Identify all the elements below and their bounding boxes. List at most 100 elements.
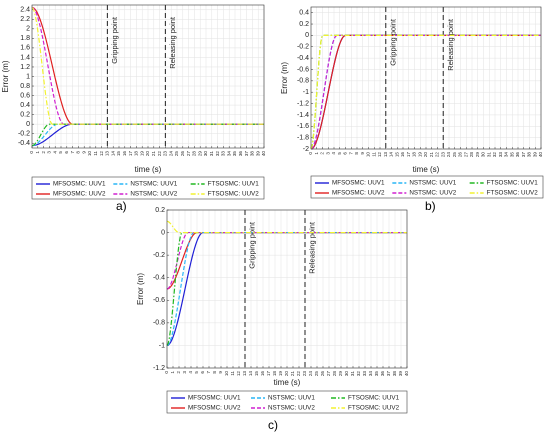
x-tick-label: 8 bbox=[76, 151, 81, 154]
legend-item: MFSOSMC: UUV1 bbox=[36, 181, 106, 188]
x-tick-label: 25 bbox=[174, 151, 179, 157]
x-tick-label: 1 bbox=[170, 371, 175, 374]
x-tick-label: 7 bbox=[206, 371, 211, 374]
legend-label: NSTSMC: UUV2 bbox=[130, 191, 177, 198]
legend-label: FTSOSMC: UUV1 bbox=[208, 181, 260, 188]
y-tick-label: 1 bbox=[26, 73, 30, 80]
x-tick-label: 40 bbox=[538, 152, 543, 158]
x-tick-label: 14 bbox=[110, 151, 115, 157]
x-tick-label: 24 bbox=[308, 371, 313, 377]
x-tick-label: 24 bbox=[446, 152, 451, 158]
legend-item: FTSOSMC: UUV1 bbox=[331, 395, 400, 402]
x-tick-label: 0 bbox=[164, 371, 169, 374]
x-tick-label: 12 bbox=[236, 371, 241, 377]
x-axis-label: time (s) bbox=[274, 378, 301, 387]
x-tick-label: 7 bbox=[70, 151, 75, 154]
y-tick-label: -0.2 bbox=[18, 131, 30, 138]
y-axis-label: Error (m) bbox=[280, 62, 289, 94]
x-tick-label: 19 bbox=[417, 152, 422, 158]
x-tick-label: 17 bbox=[128, 151, 133, 157]
x-tick-label: 33 bbox=[498, 152, 503, 158]
legend: MFSOSMC: UUV1 NSTSMC: UUV1 FTSOSMC: UUV1 MF… bbox=[310, 175, 544, 199]
x-tick-label: 39 bbox=[255, 151, 260, 157]
legend-label: NSTSMC: UUV1 bbox=[130, 181, 177, 188]
y-tick-label: 0.4 bbox=[20, 102, 30, 109]
y-ticks: -0.4 -0.2 0 0.2 0.4 0.6 0.8 1 1.2 1.4 1.6 1.8 2 2.2 2.… bbox=[18, 7, 34, 147]
x-tick-label: 40 bbox=[261, 151, 266, 157]
y-tick-label: -0.4 bbox=[153, 275, 165, 282]
y-tick-label: 0 bbox=[305, 32, 309, 39]
annotation-label: Releasing point bbox=[446, 18, 455, 71]
x-tick-label: 26 bbox=[180, 151, 185, 157]
x-tick-label: 22 bbox=[157, 151, 162, 157]
legend-label: MFSOSMC: UUV1 bbox=[53, 181, 106, 188]
x-tick-label: 11 bbox=[93, 151, 98, 156]
y-ticks: -1.2 -1 -0.8 -0.6 -0.4 -0.2 0 0.2 bbox=[153, 207, 169, 372]
legend-label: NSTSMC: UUV2 bbox=[409, 190, 456, 197]
y-tick-label: 2.2 bbox=[20, 16, 30, 23]
chart-a: 0 1 2 3 4 5 6 7 8 9 10 11 12 13 14 15 16 17 18 19 20 21 22 23 24… bbox=[1, 4, 266, 200]
x-tick-label: 2 bbox=[320, 152, 325, 155]
y-tick-label: -2 bbox=[303, 146, 309, 153]
legend-item: NSTSMC: UUV1 bbox=[251, 395, 315, 402]
y-tick-label: -0.2 bbox=[297, 44, 309, 51]
chart-panel-c: 0 1 2 3 4 5 6 7 8 9 10 11 12 13 14 15 16 17 18 19 20 21 22 23 24… bbox=[135, 205, 415, 420]
x-tick-label: 28 bbox=[469, 152, 474, 158]
x-tick-label: 6 bbox=[200, 371, 205, 374]
x-tick-label: 30 bbox=[203, 151, 208, 157]
x-tick-label: 27 bbox=[326, 371, 331, 377]
x-tick-label: 20 bbox=[284, 371, 289, 377]
y-tick-label: 0 bbox=[26, 121, 30, 128]
x-tick-label: 9 bbox=[218, 371, 223, 374]
x-axis-label: time (s) bbox=[413, 165, 440, 174]
x-tick-label: 3 bbox=[47, 151, 52, 154]
annotation-label: Releasing point bbox=[308, 221, 317, 274]
panel-label-b: b) bbox=[425, 199, 436, 213]
x-tick-label: 1 bbox=[35, 151, 40, 154]
legend-box bbox=[31, 176, 265, 200]
y-tick-label: -0.6 bbox=[153, 297, 165, 304]
legend-label: MFSOSMC: UUV2 bbox=[332, 190, 385, 197]
x-tick-label: 35 bbox=[374, 371, 379, 377]
x-axis-label: time (s) bbox=[135, 165, 162, 174]
x-tick-label: 15 bbox=[254, 371, 259, 377]
legend-label: FTSOSMC: UUV2 bbox=[348, 405, 400, 412]
x-tick-label: 21 bbox=[290, 371, 295, 377]
legend-item: MFSOSMC: UUV1 bbox=[315, 180, 385, 187]
x-ticks: 0 1 2 3 4 5 6 7 8 9 10 11 12 13 14 15 16 17 18 19 20 21 22 23 24… bbox=[29, 146, 266, 156]
legend-item: FTSOSMC: UUV1 bbox=[469, 180, 538, 187]
x-tick-label: 4 bbox=[52, 151, 57, 154]
grid bbox=[310, 7, 542, 150]
x-tick-label: 38 bbox=[250, 151, 255, 157]
x-tick-label: 4 bbox=[188, 371, 193, 374]
y-tick-label: 1.2 bbox=[20, 64, 30, 71]
panel-label-c: c) bbox=[268, 418, 278, 432]
series-lines bbox=[31, 6, 264, 147]
x-tick-label: 2 bbox=[41, 151, 46, 154]
y-axis-label: Error (m) bbox=[1, 60, 10, 92]
legend-label: MFSOSMC: UUV2 bbox=[53, 191, 106, 198]
legend-item: FTSOSMC: UUV2 bbox=[469, 190, 538, 197]
x-tick-label: 27 bbox=[463, 152, 468, 158]
y-tick-label: 0.2 bbox=[299, 21, 309, 28]
y-tick-label: -0.4 bbox=[297, 55, 309, 62]
y-tick-label: 0.6 bbox=[20, 92, 30, 99]
legend-item: MFSOSMC: UUV2 bbox=[315, 190, 385, 197]
x-tick-label: 8 bbox=[212, 371, 217, 374]
x-tick-label: 16 bbox=[122, 151, 127, 157]
chart-b: 0 1 2 3 4 5 6 7 8 9 10 11 12 13 14 15 16 17 18 19 20 21 22 23 24… bbox=[280, 6, 544, 199]
y-tick-label: -0.4 bbox=[18, 140, 30, 147]
x-tick-label: 19 bbox=[278, 371, 283, 377]
x-tick-label: 4 bbox=[331, 152, 336, 155]
y-tick-label: -1.6 bbox=[297, 123, 309, 130]
plot-frame bbox=[310, 6, 542, 150]
x-tick-label: 18 bbox=[412, 152, 417, 158]
y-tick-label: -0.8 bbox=[153, 320, 165, 327]
legend-item: NSTSMC: UUV1 bbox=[113, 181, 178, 188]
chart-c: 0 1 2 3 4 5 6 7 8 9 10 11 12 13 14 15 16 17 18 19 20 21 22 23 24… bbox=[136, 207, 409, 414]
x-tick-label: 23 bbox=[302, 371, 307, 377]
y-tick-label: -1.8 bbox=[297, 134, 309, 141]
x-tick-label: 13 bbox=[383, 152, 388, 158]
x-tick-label: 29 bbox=[475, 152, 480, 158]
y-tick-label: -1.2 bbox=[153, 365, 165, 372]
